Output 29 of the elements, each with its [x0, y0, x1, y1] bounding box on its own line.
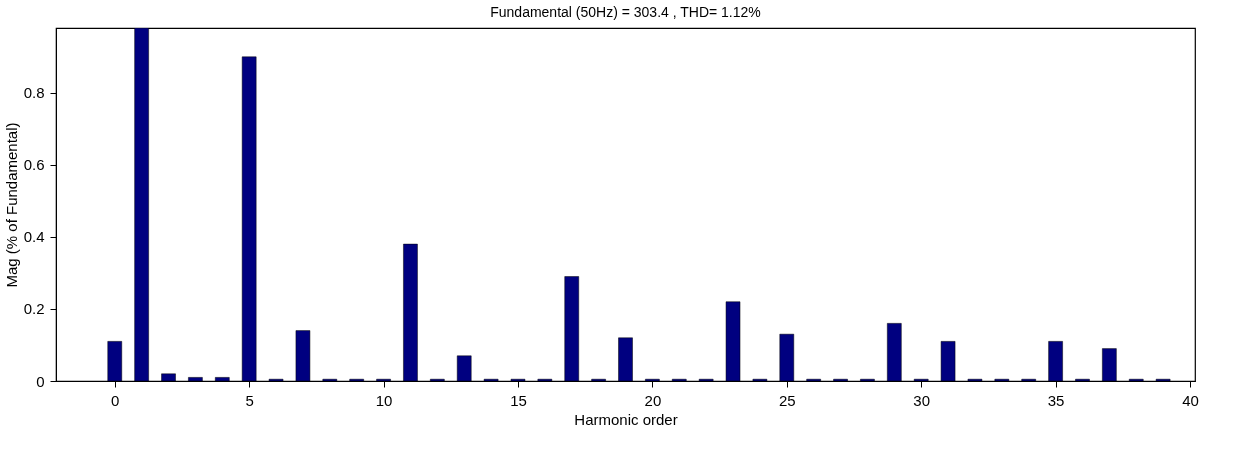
x-tick-label: 10 — [375, 391, 393, 409]
bar — [188, 377, 203, 381]
bar — [295, 330, 311, 381]
x-tick-label: 5 — [245, 391, 254, 409]
bar — [215, 377, 230, 381]
bar — [1102, 348, 1117, 381]
bar — [725, 301, 741, 381]
bar — [618, 337, 633, 381]
bar — [161, 373, 176, 381]
x-tick-label: 40 — [1182, 391, 1199, 409]
x-axis-title: Harmonic order — [574, 410, 678, 428]
x-tick-label: 20 — [644, 391, 662, 409]
chart-title: Fundamental (50Hz) = 303.4 , THD= 1.12% — [490, 4, 761, 20]
y-tick-label: 0.8 — [23, 84, 45, 102]
x-tick-label: 15 — [510, 391, 527, 409]
bar — [403, 243, 418, 381]
x-tick-label: 30 — [913, 391, 931, 409]
y-axis-title: Mag (% of Fundamental) — [2, 122, 20, 288]
x-tick-label: 0 — [111, 391, 120, 409]
bar — [456, 355, 472, 381]
y-tick-label: 0.6 — [23, 156, 45, 174]
y-tick-label: 0 — [36, 372, 45, 390]
x-tick-label: 35 — [1047, 391, 1065, 409]
y-tick-label: 0.2 — [23, 300, 45, 318]
x-tick-label: 25 — [778, 391, 796, 409]
bar — [887, 323, 902, 381]
bar — [940, 341, 956, 381]
y-tick-label: 0.4 — [23, 228, 45, 246]
bar — [564, 276, 579, 381]
